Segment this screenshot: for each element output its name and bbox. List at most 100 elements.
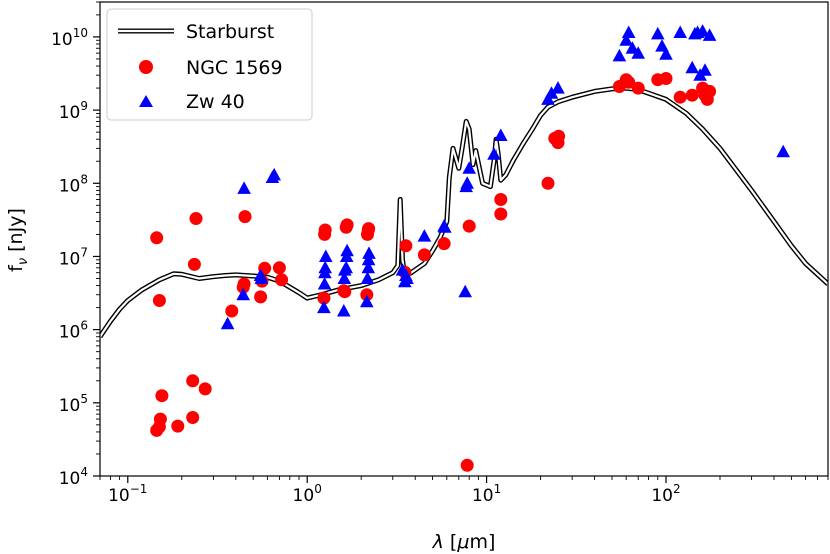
point-zw-40-6	[267, 167, 281, 181]
y-tick-label-6: 1010	[51, 26, 88, 50]
legend: Starburst NGC 1569 Zw 40	[106, 8, 313, 121]
point-ngc-1569-15	[238, 210, 252, 224]
y-axis-label: fν [nJy]	[5, 208, 31, 272]
y-tick-label-4: 108	[59, 172, 88, 196]
point-ngc-1569-27	[340, 218, 354, 232]
point-ngc-1569-7	[186, 374, 200, 388]
point-ngc-1569-16	[254, 290, 268, 304]
point-zw-40-11	[319, 249, 333, 262]
point-zw-40-30	[458, 284, 472, 298]
point-ngc-1569-47	[631, 81, 645, 95]
point-zw-40-4	[254, 271, 269, 284]
x-tick-label-1: 100	[293, 482, 322, 506]
point-zw-40-40	[619, 33, 633, 46]
legend-label-starburst: Starburst	[186, 21, 274, 43]
point-zw-40-46	[659, 47, 673, 60]
point-ngc-1569-9	[187, 257, 201, 271]
point-ngc-1569-1	[152, 294, 166, 307]
y-tick-label-3: 107	[59, 245, 88, 269]
x-axis-unit-mu: μ	[456, 531, 469, 553]
x-tick-label-0: 10−1	[108, 482, 147, 506]
point-zw-40-10	[318, 260, 332, 274]
x-axis-label-open: [	[444, 531, 457, 553]
point-zw-40-22	[362, 246, 376, 259]
point-ngc-1569-35	[437, 237, 451, 251]
point-zw-40-13	[337, 271, 352, 284]
point-ngc-1569-55	[703, 84, 717, 98]
point-zw-40-29	[438, 220, 452, 233]
point-ngc-1569-50	[673, 90, 687, 104]
y-axis-base: f	[5, 264, 27, 272]
point-zw-40-33	[462, 161, 476, 174]
point-ngc-1569-23	[318, 223, 332, 237]
svg-text:fν [nJy]: fν [nJy]	[5, 208, 31, 272]
point-zw-40-18	[360, 294, 374, 308]
point-ngc-1569-2	[155, 389, 169, 403]
legend-marker-ngc1569	[139, 60, 153, 74]
axis-ticks: 10−1 100 101 102 104 105 106 107 108 109 1010	[51, 1, 829, 506]
point-ngc-1569-11	[198, 382, 212, 396]
x-tick-label-3: 102	[651, 482, 680, 506]
point-zw-40-38	[551, 81, 565, 94]
y-tick-label-0: 104	[59, 465, 88, 489]
point-zw-40-15	[339, 260, 353, 274]
svg-text:λ [μm]: λ [μm]	[432, 531, 496, 553]
point-ngc-1569-8	[186, 411, 200, 424]
plot-area	[100, 24, 828, 472]
point-ngc-1569-0	[150, 231, 164, 245]
legend-label-ngc1569: NGC 1569	[186, 57, 283, 79]
x-axis-unit: m]	[469, 531, 495, 553]
point-zw-40-12	[337, 304, 351, 317]
point-zw-40-47	[673, 25, 687, 38]
point-ngc-1569-21	[317, 291, 331, 305]
point-ngc-1569-39	[494, 193, 508, 206]
point-zw-40-21	[361, 252, 376, 266]
point-zw-40-53	[698, 63, 712, 76]
point-zw-40-39	[612, 48, 627, 62]
point-zw-40-32	[460, 176, 474, 189]
point-zw-40-55	[776, 144, 790, 158]
point-zw-40-27	[417, 229, 432, 242]
point-zw-40-48	[685, 60, 699, 74]
point-zw-40-1	[236, 287, 250, 301]
point-zw-40-37	[544, 86, 559, 99]
point-zw-40-43	[631, 46, 645, 59]
point-zw-40-19	[360, 271, 375, 284]
point-ngc-1569-40	[541, 176, 555, 190]
x-axis-symbol: λ	[432, 531, 444, 553]
point-ngc-1569-5	[152, 420, 166, 434]
point-ngc-1569-12	[225, 304, 239, 318]
point-zw-40-52	[695, 24, 710, 37]
x-axis-label: λ [μm]	[432, 531, 496, 553]
point-ngc-1569-20	[275, 273, 289, 287]
point-ngc-1569-6	[171, 419, 185, 433]
point-ngc-1569-34	[417, 248, 431, 262]
y-axis-subscript: ν	[16, 258, 31, 265]
point-zw-40-2	[237, 181, 251, 194]
point-zw-40-20	[361, 260, 376, 274]
plot-frame	[99, 1, 829, 477]
series-starburst-outline	[100, 85, 828, 339]
point-ngc-1569-19	[272, 261, 286, 275]
point-zw-40-7	[317, 300, 331, 314]
point-zw-40-35	[494, 128, 508, 141]
point-ngc-1569-33	[399, 239, 413, 253]
point-zw-40-0	[220, 316, 235, 330]
point-ngc-1569-38	[494, 207, 508, 221]
y-tick-label-1: 105	[59, 392, 88, 416]
y-tick-label-5: 109	[59, 99, 88, 123]
point-zw-40-26	[400, 271, 414, 284]
point-ngc-1569-43	[552, 129, 566, 143]
point-ngc-1569-36	[460, 458, 474, 472]
point-zw-40-8	[317, 277, 332, 290]
point-ngc-1569-14	[237, 277, 251, 291]
point-zw-40-17	[340, 243, 354, 257]
y-tick-label-2: 106	[59, 319, 88, 343]
point-zw-40-54	[702, 28, 717, 41]
point-ngc-1569-46	[622, 75, 636, 89]
point-zw-40-41	[621, 25, 636, 38]
legend-marker-zw40	[139, 95, 153, 107]
legend-label-zw40: Zw 40	[186, 91, 245, 113]
x-tick-label-2: 101	[472, 482, 501, 506]
